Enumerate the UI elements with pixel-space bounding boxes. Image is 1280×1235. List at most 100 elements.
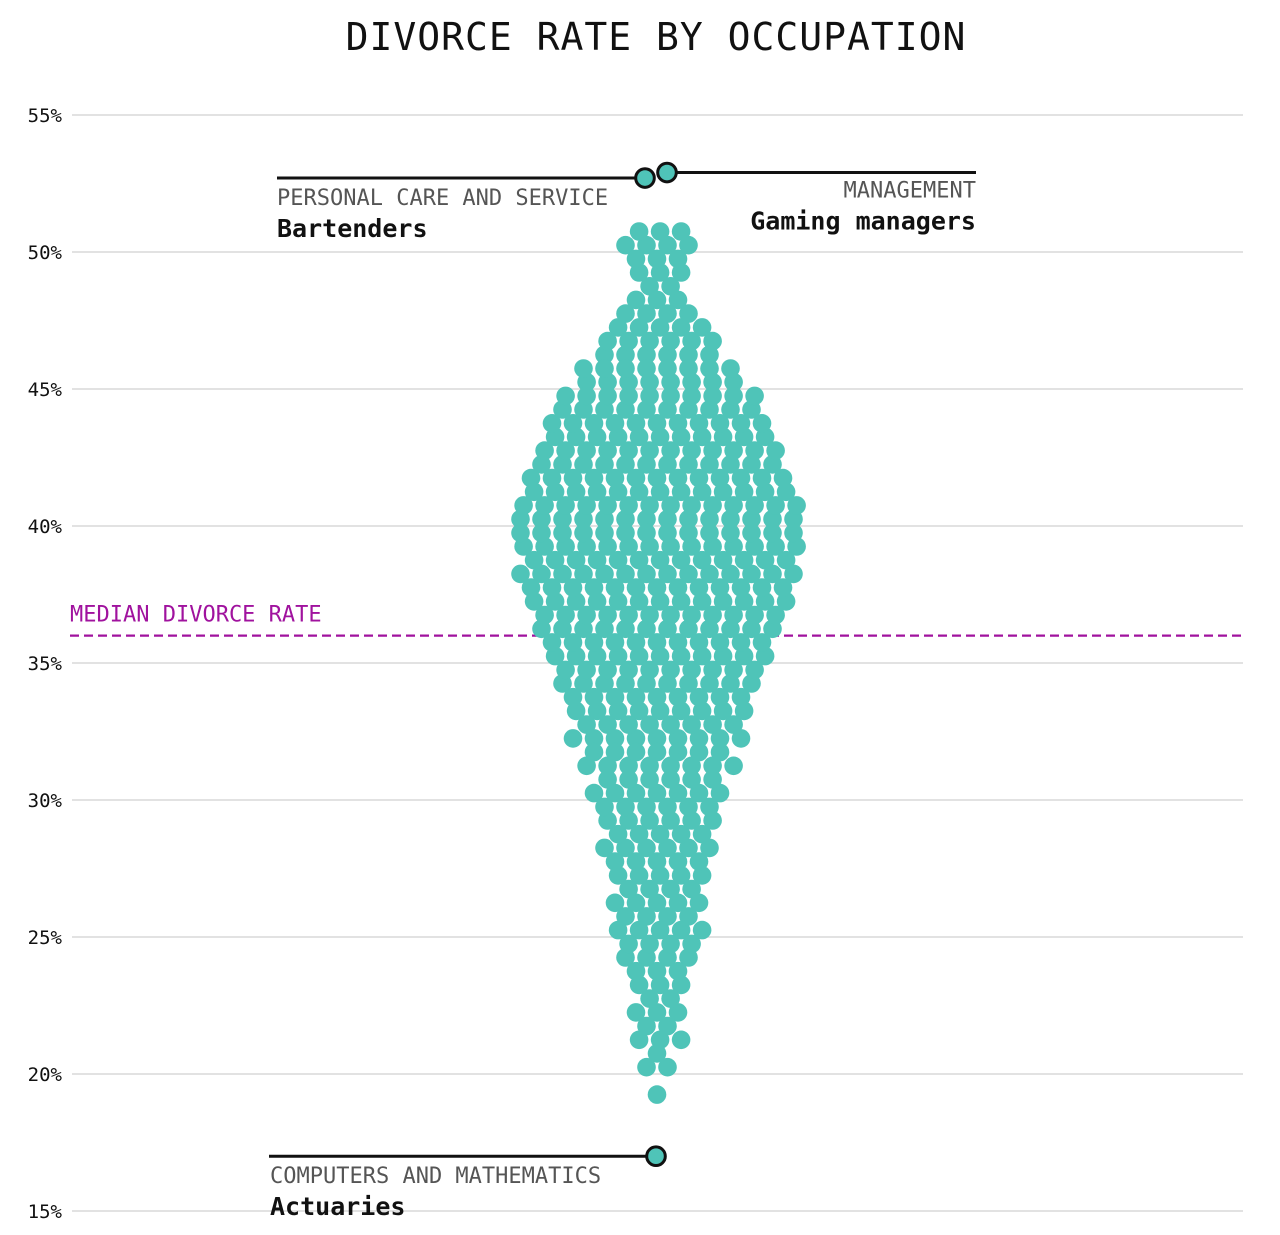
- y-tick-label: 40%: [28, 516, 63, 538]
- occupation-dot: [511, 564, 530, 584]
- occupation-dot: [616, 907, 635, 926]
- occupation-dot: [658, 304, 677, 323]
- occupation-dot: [671, 824, 691, 844]
- occupation-dot: [542, 578, 562, 597]
- occupation-dot: [542, 633, 562, 652]
- occupation-dot: [689, 893, 709, 913]
- callout-occupation: Gaming managers: [750, 207, 976, 236]
- occupation-dot: [710, 468, 730, 488]
- occupation-dot: [724, 496, 743, 515]
- occupation-dot: [542, 414, 562, 433]
- occupation-dot: [745, 660, 764, 680]
- occupation-dot: [553, 564, 572, 584]
- occupation-dot: [637, 1057, 656, 1077]
- occupation-dot: [626, 961, 646, 981]
- occupation-dot: [535, 441, 554, 460]
- occupation-dot: [710, 783, 730, 803]
- occupation-dot: [629, 920, 649, 940]
- occupation-dot: [682, 331, 701, 351]
- occupation-dot: [682, 605, 701, 625]
- occupation-dot: [647, 687, 667, 707]
- occupation-dot: [703, 331, 722, 351]
- occupation-dot: [626, 468, 646, 488]
- occupation-dot: [640, 441, 659, 460]
- occupation-dot: [661, 277, 680, 296]
- occupation-dot: [563, 729, 583, 748]
- occupation-dot: [713, 550, 733, 570]
- occupation-dot: [598, 756, 617, 776]
- occupation-dot: [647, 852, 667, 871]
- occupation-dot: [626, 742, 646, 762]
- occupation-dot: [682, 715, 701, 734]
- occupation-dot: [608, 920, 628, 940]
- occupation-dot: [682, 770, 701, 789]
- occupation-dot: [637, 564, 656, 584]
- occupation-dot: [784, 523, 803, 543]
- occupation-dot: [689, 742, 709, 762]
- occupation-dot: [626, 1003, 646, 1022]
- occupation-dot: [598, 605, 617, 625]
- occupation-dot: [703, 496, 722, 515]
- occupation-dot: [556, 441, 575, 460]
- occupation-dot: [661, 756, 680, 776]
- occupation-dot: [731, 578, 751, 597]
- occupation-dot: [619, 715, 638, 734]
- occupation-dot: [703, 441, 722, 460]
- occupation-dot: [679, 359, 698, 378]
- occupation-dot: [763, 523, 782, 543]
- occupation-dot: [689, 468, 709, 488]
- occupation-dot: [668, 729, 688, 748]
- occupation-dot: [637, 907, 656, 926]
- occupation-dot: [587, 550, 607, 570]
- occupation-dot: [661, 715, 680, 734]
- occupation-dot: [668, 249, 688, 269]
- occupation-dot: [574, 523, 593, 543]
- occupation-dot: [521, 578, 541, 597]
- occupation-dot: [710, 633, 730, 652]
- occupation-dot: [724, 715, 743, 734]
- occupation-dot: [637, 838, 656, 858]
- occupation-dot: [595, 797, 614, 817]
- occupation-dot: [689, 414, 709, 433]
- occupation-dot: [619, 441, 638, 460]
- occupation-dot: [577, 386, 596, 406]
- occupation-dot: [640, 770, 659, 789]
- occupation-dot: [703, 715, 722, 734]
- occupation-dot: [647, 742, 667, 762]
- highlight-dot: [656, 161, 678, 184]
- occupation-dot: [598, 660, 617, 680]
- occupation-dot: [763, 564, 782, 584]
- occupation-dot: [577, 715, 596, 734]
- occupation-dot: [605, 742, 625, 762]
- occupation-dot: [626, 578, 646, 597]
- occupation-dot: [605, 893, 625, 913]
- occupation-dot: [616, 797, 635, 817]
- occupation-dot: [721, 523, 740, 543]
- occupation-dot: [671, 318, 691, 337]
- occupation-dot: [679, 235, 698, 255]
- occupation-dot: [577, 441, 596, 460]
- occupation-dot: [689, 633, 709, 652]
- occupation-dot: [710, 578, 730, 597]
- occupation-dot: [605, 578, 625, 597]
- occupation-dot: [605, 468, 625, 488]
- occupation-dot: [647, 1085, 667, 1104]
- occupation-dot: [658, 838, 677, 858]
- occupation-dot: [658, 797, 677, 817]
- chart-title: DIVORCE RATE BY OCCUPATION: [346, 15, 967, 59]
- occupation-dot: [724, 441, 743, 460]
- occupation-dot: [668, 852, 688, 871]
- occupation-dot: [689, 783, 709, 803]
- occupation-dot: [679, 304, 698, 323]
- occupation-dot: [700, 838, 719, 858]
- occupation-dot: [535, 605, 554, 625]
- occupation-dot: [647, 290, 667, 310]
- occupation-dot: [703, 756, 722, 776]
- occupation-dot: [700, 564, 719, 584]
- occupation-dot: [598, 331, 617, 351]
- occupation-dot: [724, 660, 743, 680]
- occupation-dot: [584, 742, 604, 762]
- occupation-dot: [661, 605, 680, 625]
- occupation-dot: [566, 550, 586, 570]
- occupation-dot: [661, 879, 680, 899]
